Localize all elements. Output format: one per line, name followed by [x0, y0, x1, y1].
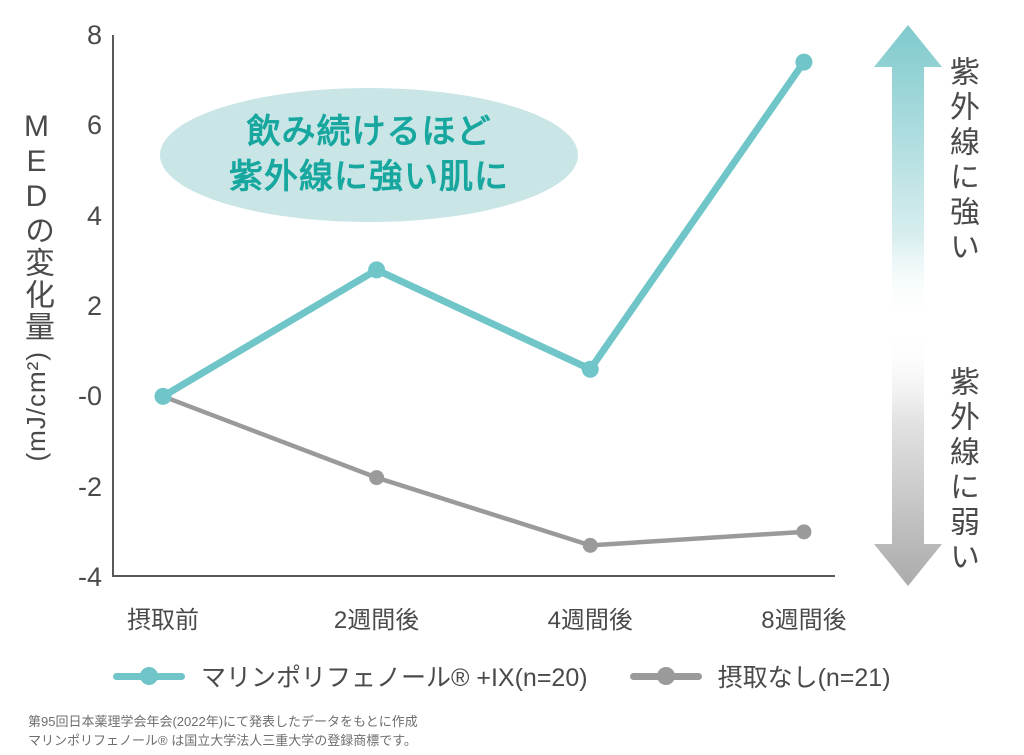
teal-dot-icon — [140, 667, 158, 685]
series-line-1 — [160, 394, 807, 548]
side-label-weak: 紫外線に弱い — [945, 366, 978, 576]
data-point-series-1 — [369, 470, 385, 486]
data-point-series-0 — [154, 387, 172, 405]
x-axis-labels: 摂取前 2週間後 4週間後 8週間後 — [112, 600, 847, 634]
y-tick-label: 2 — [86, 291, 102, 321]
teal-line-sample-icon — [113, 667, 185, 685]
footer-notes: 第95回日本薬理学会年会(2022年)にて発表したデータをもとに作成 マリンポリ… — [28, 712, 418, 750]
gray-dot-icon — [656, 667, 675, 685]
data-point-series-0 — [581, 360, 599, 378]
legend-label-treatment: マリンポリフェノール® +IX(n=20) — [201, 664, 588, 692]
down-arrow-icon — [874, 330, 942, 586]
legend-item-control: 摂取なし(n=21) — [629, 658, 891, 694]
y-tick-label: -0 — [77, 381, 102, 412]
annotation-bubble: 飲み続けるほど 紫外線に強い肌に — [160, 88, 578, 222]
y-axis-title-text: MEDの変化量 — [20, 110, 53, 343]
y-axis-ticks: 8 6 4 2 -0 -2 -4 — [30, 20, 102, 592]
annotation-line-1: 飲み続けるほど — [246, 113, 492, 152]
gray-line-sample-icon — [629, 667, 702, 685]
y-tick-label: -4 — [77, 562, 102, 592]
side-label-strong: 紫外線に強い — [945, 56, 978, 266]
legend-item-treatment: マリンポリフェノール® +IX(n=20) — [113, 658, 588, 694]
x-axis-label: 4週間後 — [547, 607, 633, 634]
y-tick-label: 8 — [86, 20, 102, 50]
plot-area — [112, 35, 835, 577]
series-line-0 — [159, 58, 808, 400]
legend-label-control: 摂取なし(n=21) — [717, 664, 891, 692]
y-tick-label: -2 — [77, 471, 102, 502]
y-tick-label: 4 — [86, 200, 102, 231]
x-axis-label: 摂取前 — [126, 607, 199, 634]
up-arrow-icon — [874, 25, 942, 321]
x-axis-label: 8週間後 — [761, 607, 847, 634]
data-point-series-1 — [796, 524, 812, 540]
data-point-series-1 — [582, 537, 598, 553]
y-axis-title: MEDの変化量 (mJ/cm²) — [12, 110, 60, 462]
legend: マリンポリフェノール® +IX(n=20) 摂取なし(n=21) — [113, 658, 891, 694]
y-tick-label: 6 — [86, 110, 102, 141]
footer-note-2: マリンポリフェノール® は国立大学法人三重大学の登録商標です。 — [28, 733, 417, 748]
data-point-series-0 — [368, 261, 386, 279]
data-point-series-0 — [795, 53, 813, 71]
annotation-line-2: 紫外線に強い肌に — [229, 158, 509, 196]
footer-note-1: 第95回日本薬理学会年会(2022年)にて発表したデータをもとに作成 — [28, 714, 418, 729]
x-axis-label: 2週間後 — [333, 607, 420, 634]
